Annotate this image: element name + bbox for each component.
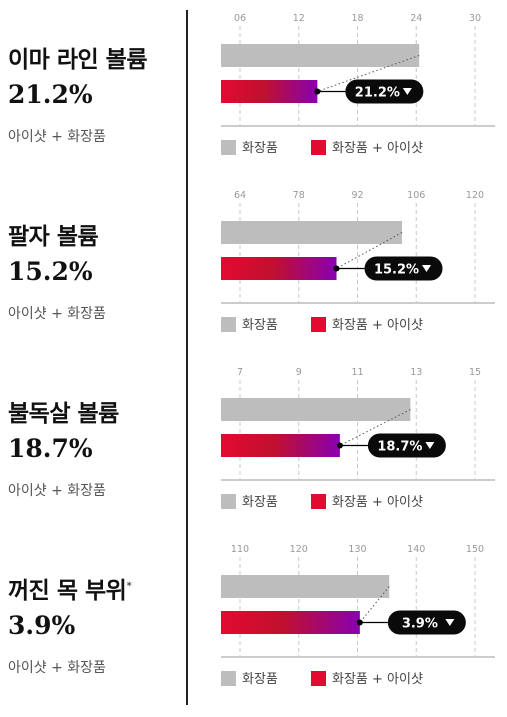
tick-label: 9 [296,367,302,378]
bar-cosmetics [221,44,420,67]
tick-label: 150 [466,544,484,555]
down-triangle-icon [422,265,432,272]
tick-label: 06 [234,13,246,24]
footnote-mark: * [126,579,132,593]
tick-label: 130 [348,544,366,555]
chart-title: 팔자 볼륨 [8,224,99,250]
legend-swatch-red [311,494,326,509]
bar-end-dot [336,442,343,449]
tick-label: 120 [290,544,308,555]
tick-label: 140 [407,544,425,555]
legend-swatch-gray [221,317,236,332]
down-triangle-icon [445,619,455,626]
vertical-divider [186,10,188,705]
legend-swatch-red [311,671,326,686]
bar-chart: 64 78 92 106 120 15.2% 화장품 화장품 + 아이샷 [221,190,495,333]
legend-label-cosmetics: 화장품 [242,318,278,333]
tick-label: 15 [469,367,481,378]
chart-panel: 팔자 볼륨 15.2% 아이샷 + 화장품 64 78 92 106 120 15.2% 화장품 화… [0,187,507,363]
tick-label: 64 [234,190,246,201]
bar-chart: 06 12 18 24 30 21.2% 화장품 화장품 + 아이샷 [221,13,495,156]
connector-line [336,232,403,269]
treatment-caption: 아이샷 + 화장품 [8,660,106,676]
tick-label: 11 [351,367,363,378]
improvement-value: 21.2% [8,80,93,109]
improvement-value: 18.7% [8,434,93,463]
chart-panel: 불독살 볼륨 18.7% 아이샷 + 화장품 7 9 11 13 15 18.7% 화장품 화장품 … [0,364,507,540]
bar-cosmetics-plus-eyeshot [221,611,360,634]
badge-value: 15.2% [374,263,419,278]
badge-value: 3.9% [402,617,438,632]
down-triangle-icon [402,88,412,95]
tick-label: 12 [293,13,305,24]
legend-label-combined: 화장품 + 아이샷 [332,495,423,510]
tick-label: 7 [237,367,243,378]
bar-cosmetics-plus-eyeshot [221,80,318,103]
value-badge [367,433,446,458]
legend-swatch-red [311,317,326,332]
legend-label-cosmetics: 화장품 [242,141,278,156]
legend-swatch-gray [221,671,236,686]
badge-value: 21.2% [355,86,400,101]
down-triangle-icon [425,442,435,449]
tick-label: 24 [410,13,422,24]
legend-label-cosmetics: 화장품 [242,495,278,510]
improvement-value: 15.2% [8,257,93,286]
legend-swatch-gray [221,140,236,155]
tick-label: 30 [469,13,481,24]
tick-label: 78 [293,190,305,201]
bar-end-dot [333,265,340,272]
bar-cosmetics-plus-eyeshot [221,257,337,280]
badge-value: 18.7% [377,440,422,455]
value-badge [345,79,424,104]
chart-panel: 꺼진 목 부위* 3.9% 아이샷 + 화장품 110 120 130 140 150 3.9%… [0,541,507,717]
bar-chart: 110 120 130 140 150 3.9% 화장품 화장품 + 아이샷 [221,544,495,687]
tick-label: 18 [351,13,363,24]
tick-label: 13 [410,367,422,378]
bar-cosmetics [221,398,411,421]
bar-cosmetics-plus-eyeshot [221,434,340,457]
bar-cosmetics [221,575,390,598]
treatment-caption: 아이샷 + 화장품 [8,306,106,322]
chart-title: 불독살 볼륨 [8,401,119,427]
legend-label-combined: 화장품 + 아이샷 [332,141,423,156]
tick-label: 110 [231,544,249,555]
treatment-caption: 아이샷 + 화장품 [8,483,106,499]
legend-swatch-gray [221,494,236,509]
tick-label: 106 [407,190,425,201]
tick-label: 120 [466,190,484,201]
bar-end-dot [314,88,321,95]
bar-cosmetics [221,221,402,244]
bar-end-dot [356,619,363,626]
chart-panel: 이마 라인 볼륨 21.2% 아이샷 + 화장품 06 12 18 24 30 21.2% 화장품… [0,10,507,186]
legend-label-cosmetics: 화장품 [242,672,278,687]
value-badge [364,256,443,281]
connector-line [339,409,411,446]
improvement-value: 3.9% [8,611,76,640]
legend-swatch-red [311,140,326,155]
chart-title: 꺼진 목 부위* [8,578,132,604]
chart-title: 이마 라인 볼륨 [8,47,147,73]
value-badge [387,610,466,635]
treatment-caption: 아이샷 + 화장품 [8,129,106,145]
legend-label-combined: 화장품 + 아이샷 [332,318,423,333]
tick-label: 92 [351,190,363,201]
legend-label-combined: 화장품 + 아이샷 [332,672,423,687]
bar-chart: 7 9 11 13 15 18.7% 화장품 화장품 + 아이샷 [221,367,495,510]
